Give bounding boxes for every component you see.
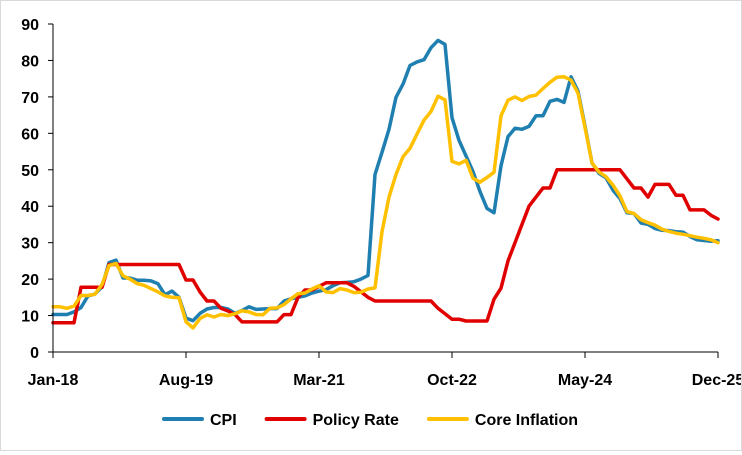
y-axis-tick-labels: 0 10 20 30 40 50 60 70 80 90 (21, 17, 39, 362)
series-line-core-inflation (51, 75, 720, 330)
y-tick-label: 10 (21, 309, 39, 326)
series-lines (51, 38, 720, 330)
legend: CPI Policy Rate Core Inflation (162, 412, 578, 429)
series-line-policy-rate (51, 168, 720, 325)
x-tick-label: Dec-25 (692, 372, 741, 389)
x-axis-tick-labels: Jan-18 Aug-19 Mar-21 Oct-22 May-24 Dec-25 (28, 372, 742, 389)
y-tick-label: 0 (30, 345, 39, 362)
y-tick-label: 50 (21, 163, 39, 180)
x-tick-label: Oct-22 (427, 372, 477, 389)
y-tick-label: 80 (21, 53, 39, 70)
legend-item: CPI (162, 412, 237, 429)
x-tick-label: Mar-21 (293, 372, 345, 389)
legend-item: Core Inflation (426, 412, 578, 429)
y-tick-label: 70 (21, 90, 39, 107)
y-tick-label: 60 (21, 126, 39, 143)
legend-item: Policy Rate (264, 412, 399, 429)
legend-label: CPI (210, 412, 237, 429)
series-line-cpi (51, 38, 720, 323)
x-tick-label: May-24 (558, 372, 612, 389)
y-tick-label: 20 (21, 272, 39, 289)
y-tick-label: 40 (21, 199, 39, 216)
y-tick-label: 30 (21, 236, 39, 253)
axes (48, 23, 719, 358)
legend-label: Policy Rate (313, 412, 399, 429)
y-tick-label: 90 (21, 17, 39, 34)
x-tick-label: Aug-19 (159, 372, 213, 389)
legend-label: Core Inflation (475, 412, 578, 429)
x-tick-label: Jan-18 (28, 372, 79, 389)
